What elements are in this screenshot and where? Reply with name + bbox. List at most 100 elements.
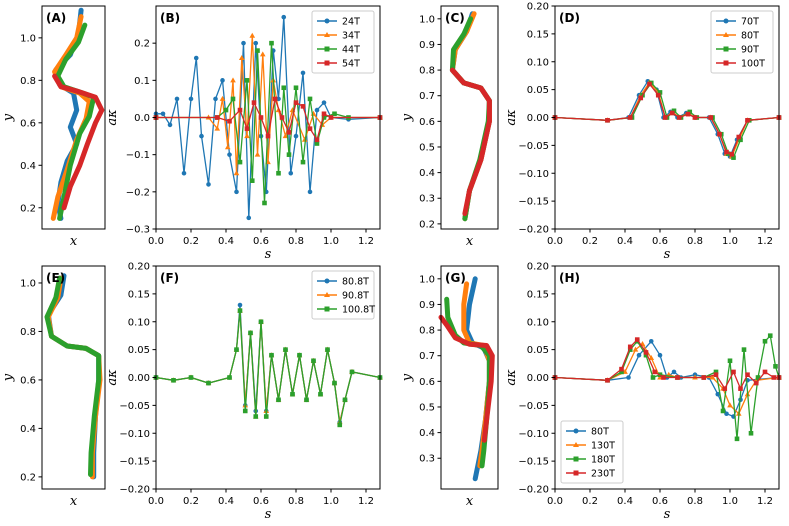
panel-label: (E) bbox=[46, 271, 65, 285]
x-tick-label: 0.0 bbox=[547, 496, 563, 507]
data-point bbox=[632, 346, 639, 352]
data-point bbox=[227, 118, 232, 124]
y-axis-label: aκ bbox=[105, 109, 120, 126]
x-tick-label: 0.4 bbox=[218, 496, 234, 507]
data-point bbox=[244, 126, 250, 131]
data-point bbox=[727, 402, 733, 408]
y-tick-label: 0.10 bbox=[527, 57, 549, 68]
data-point bbox=[342, 397, 348, 403]
legend-label: 54T bbox=[342, 59, 360, 70]
legend-marker bbox=[723, 18, 729, 24]
data-point bbox=[709, 374, 716, 380]
data-point bbox=[253, 414, 259, 419]
data-point bbox=[321, 111, 327, 117]
data-point bbox=[255, 48, 260, 53]
panel-label: (G) bbox=[445, 271, 466, 285]
data-point bbox=[636, 352, 642, 358]
legend-label: 130T bbox=[591, 441, 615, 452]
y-tick-label: 0.6 bbox=[419, 117, 435, 128]
data-point bbox=[262, 200, 267, 206]
panel-label: (C) bbox=[445, 11, 465, 25]
legend: 70T 80T 90T 100T bbox=[710, 10, 774, 74]
data-point bbox=[657, 90, 663, 95]
data-point bbox=[206, 182, 211, 187]
y-tick-label: 0.0 bbox=[134, 113, 150, 124]
data-point bbox=[237, 302, 243, 308]
y-tick-label: 0.5 bbox=[419, 142, 435, 153]
data-point bbox=[241, 40, 246, 46]
data-point bbox=[258, 115, 264, 120]
data-point bbox=[738, 386, 743, 391]
legend: 24T 34T 44T 54T bbox=[311, 10, 375, 74]
data-point bbox=[253, 40, 259, 46]
y-tick-label: 0.4 bbox=[419, 428, 435, 439]
y-tick-label: −0.20 bbox=[119, 485, 150, 496]
data-point bbox=[293, 100, 299, 105]
x-axis-label: x bbox=[70, 494, 78, 509]
data-point bbox=[627, 344, 633, 350]
data-point bbox=[307, 189, 313, 195]
y-tick-label: −0.05 bbox=[518, 141, 549, 152]
x-tick-label: 0.8 bbox=[288, 236, 304, 247]
data-point bbox=[708, 115, 714, 120]
y-tick-label: −0.15 bbox=[518, 457, 549, 468]
data-point bbox=[281, 14, 287, 20]
data-point bbox=[160, 111, 166, 117]
legend-marker bbox=[573, 428, 579, 434]
data-point bbox=[731, 155, 736, 160]
legend-marker bbox=[573, 470, 579, 476]
data-point bbox=[713, 372, 719, 378]
x-tick-label: 0.4 bbox=[218, 236, 234, 247]
data-point bbox=[662, 115, 668, 120]
x-tick-label: 0.2 bbox=[183, 496, 199, 507]
data-point bbox=[244, 78, 250, 83]
data-point bbox=[188, 375, 194, 380]
y-tick-label: 0.15 bbox=[527, 289, 549, 300]
y-tick-label: 0.4 bbox=[419, 168, 435, 179]
y-axis-label: y bbox=[1, 373, 16, 382]
data-point bbox=[731, 369, 736, 375]
x-tick-label: 0.4 bbox=[617, 496, 633, 507]
data-point bbox=[627, 115, 633, 120]
data-point bbox=[638, 95, 644, 101]
data-point bbox=[220, 78, 225, 83]
data-point bbox=[675, 375, 680, 380]
data-point bbox=[767, 333, 773, 338]
data-point bbox=[738, 137, 743, 143]
legend-marker bbox=[324, 292, 330, 297]
panel-f: −0.20−0.15−0.10−0.050.000.050.100.150.20… bbox=[105, 262, 383, 522]
data-point bbox=[269, 40, 274, 46]
data-point bbox=[223, 107, 229, 113]
data-point bbox=[661, 375, 666, 380]
panel-h: −0.20−0.15−0.10−0.050.000.050.100.150.20… bbox=[504, 262, 782, 522]
data-point bbox=[314, 107, 320, 113]
y-tick-label: 0.4 bbox=[20, 161, 36, 172]
x-tick-label: 0.8 bbox=[687, 236, 703, 247]
y-tick-label: −0.10 bbox=[119, 429, 150, 440]
data-point bbox=[227, 375, 232, 380]
data-point bbox=[715, 391, 721, 397]
legend-box bbox=[710, 10, 774, 74]
data-point bbox=[307, 96, 313, 102]
y-tick-label: 0.1 bbox=[134, 76, 150, 87]
data-point bbox=[741, 347, 747, 352]
y-tick-label: 1.0 bbox=[419, 14, 435, 25]
x-tick-label: 1.0 bbox=[722, 236, 738, 247]
data-point bbox=[321, 115, 327, 120]
data-point bbox=[648, 354, 655, 360]
panel-label: (D) bbox=[559, 11, 580, 25]
data-point bbox=[272, 96, 278, 102]
y-tick-label: −0.10 bbox=[518, 429, 549, 440]
legend-label: 80T bbox=[741, 31, 759, 42]
data-point bbox=[724, 411, 729, 417]
y-tick-label: 0.6 bbox=[20, 118, 36, 129]
data-point bbox=[286, 130, 292, 135]
y-tick-label: −0.1 bbox=[126, 150, 150, 161]
panel-g: 0.3 0.4 0.5 0.6 0.7 0.8 0.9 1.0 x y (G) bbox=[400, 265, 499, 509]
x-axis-label: s bbox=[265, 247, 272, 262]
legend-label: 80T bbox=[591, 427, 609, 438]
plot-frame bbox=[440, 265, 499, 490]
data-point bbox=[321, 100, 327, 105]
legend-label: 100.8T bbox=[342, 305, 375, 316]
